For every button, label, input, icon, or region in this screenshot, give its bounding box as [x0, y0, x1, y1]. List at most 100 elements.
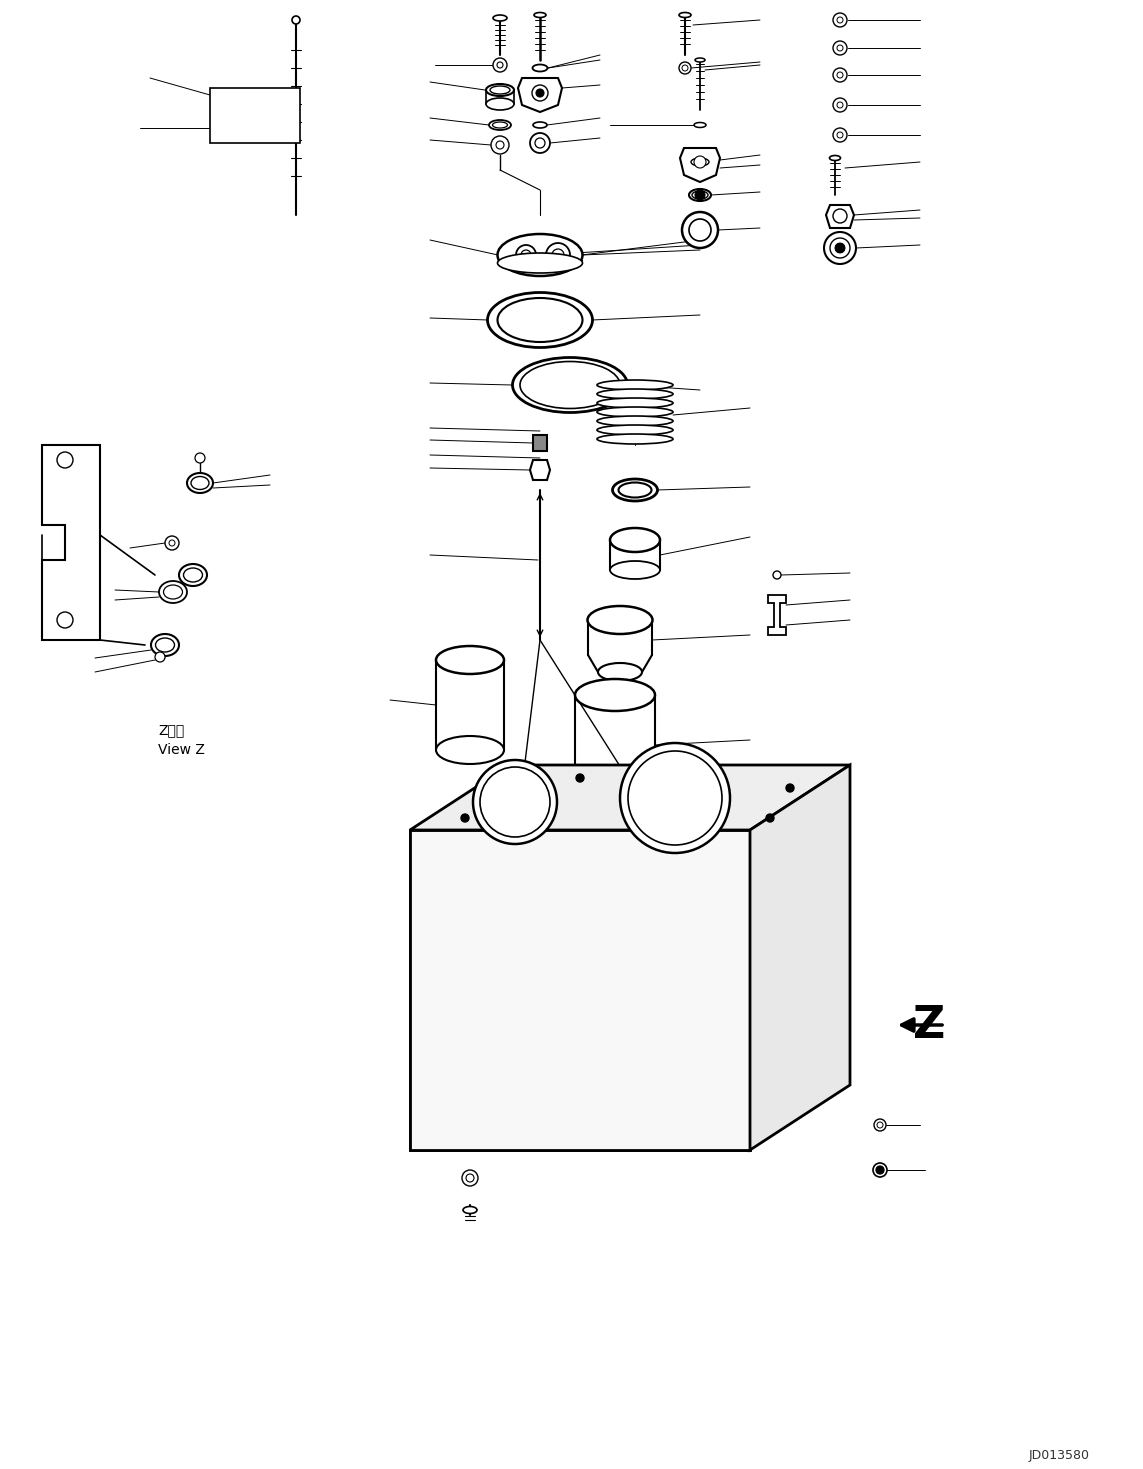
Circle shape: [830, 238, 850, 259]
Circle shape: [535, 138, 545, 148]
Ellipse shape: [534, 13, 546, 18]
Ellipse shape: [533, 65, 547, 72]
Circle shape: [682, 212, 718, 248]
Circle shape: [766, 814, 774, 823]
Circle shape: [530, 134, 550, 153]
Circle shape: [833, 209, 847, 223]
Ellipse shape: [618, 482, 652, 498]
Circle shape: [165, 536, 179, 549]
Circle shape: [837, 72, 844, 78]
Circle shape: [874, 1119, 886, 1131]
Ellipse shape: [435, 646, 504, 674]
Circle shape: [461, 814, 469, 823]
Polygon shape: [680, 148, 720, 182]
Ellipse shape: [588, 607, 653, 635]
Ellipse shape: [179, 564, 207, 586]
Ellipse shape: [155, 638, 175, 652]
Ellipse shape: [610, 527, 660, 552]
Ellipse shape: [694, 122, 706, 128]
Circle shape: [833, 13, 847, 26]
Circle shape: [689, 219, 711, 241]
Text: View Z: View Z: [158, 743, 205, 757]
Circle shape: [480, 767, 550, 837]
Ellipse shape: [613, 479, 657, 501]
Bar: [533, 435, 547, 451]
Ellipse shape: [493, 15, 507, 21]
Circle shape: [546, 242, 570, 267]
Circle shape: [491, 137, 509, 154]
Ellipse shape: [497, 298, 583, 342]
Circle shape: [521, 250, 531, 260]
Circle shape: [169, 541, 175, 546]
Ellipse shape: [490, 87, 510, 94]
Ellipse shape: [151, 635, 179, 657]
Circle shape: [837, 46, 844, 51]
Ellipse shape: [692, 191, 708, 198]
Circle shape: [493, 57, 507, 72]
Circle shape: [836, 242, 845, 253]
Circle shape: [628, 751, 722, 845]
Text: Z　視: Z 視: [158, 723, 184, 737]
Circle shape: [473, 759, 557, 845]
Ellipse shape: [597, 407, 673, 417]
Circle shape: [837, 18, 844, 24]
Polygon shape: [530, 460, 550, 480]
Ellipse shape: [486, 98, 514, 110]
Ellipse shape: [159, 582, 187, 602]
Ellipse shape: [520, 361, 620, 408]
Circle shape: [833, 128, 847, 142]
Circle shape: [837, 132, 844, 138]
Circle shape: [195, 452, 205, 463]
Circle shape: [833, 68, 847, 82]
Ellipse shape: [486, 84, 514, 95]
Polygon shape: [768, 595, 786, 635]
Ellipse shape: [830, 156, 840, 160]
Ellipse shape: [575, 679, 655, 711]
Ellipse shape: [512, 357, 628, 413]
Ellipse shape: [184, 569, 202, 582]
Circle shape: [786, 784, 794, 792]
Ellipse shape: [597, 398, 673, 408]
Polygon shape: [42, 445, 99, 640]
Polygon shape: [518, 78, 562, 112]
Circle shape: [620, 743, 730, 853]
Bar: [210, 88, 299, 142]
Ellipse shape: [597, 425, 673, 435]
Circle shape: [877, 1122, 884, 1128]
Ellipse shape: [695, 57, 705, 62]
Circle shape: [695, 190, 705, 200]
Circle shape: [496, 141, 504, 148]
Circle shape: [833, 98, 847, 112]
Circle shape: [876, 1166, 884, 1174]
Circle shape: [515, 245, 536, 264]
Ellipse shape: [597, 380, 673, 389]
Circle shape: [682, 65, 688, 71]
Ellipse shape: [597, 433, 673, 444]
Ellipse shape: [597, 389, 673, 400]
Text: Z: Z: [913, 1003, 945, 1046]
Circle shape: [824, 232, 856, 264]
Circle shape: [536, 90, 544, 97]
Circle shape: [497, 62, 503, 68]
Polygon shape: [410, 765, 850, 830]
Ellipse shape: [463, 1206, 477, 1213]
Ellipse shape: [598, 663, 642, 682]
Circle shape: [552, 250, 563, 261]
Ellipse shape: [692, 159, 709, 166]
Circle shape: [291, 16, 299, 24]
Ellipse shape: [575, 779, 655, 811]
Ellipse shape: [187, 473, 213, 494]
Circle shape: [466, 1174, 474, 1183]
Ellipse shape: [163, 585, 183, 599]
Circle shape: [679, 62, 692, 73]
Polygon shape: [750, 765, 850, 1150]
Ellipse shape: [493, 122, 507, 128]
Circle shape: [462, 1169, 478, 1185]
Ellipse shape: [679, 13, 692, 18]
Circle shape: [873, 1163, 887, 1177]
Ellipse shape: [689, 190, 711, 201]
Circle shape: [531, 85, 547, 101]
Polygon shape: [826, 206, 854, 228]
Circle shape: [155, 652, 165, 663]
Ellipse shape: [610, 561, 660, 579]
